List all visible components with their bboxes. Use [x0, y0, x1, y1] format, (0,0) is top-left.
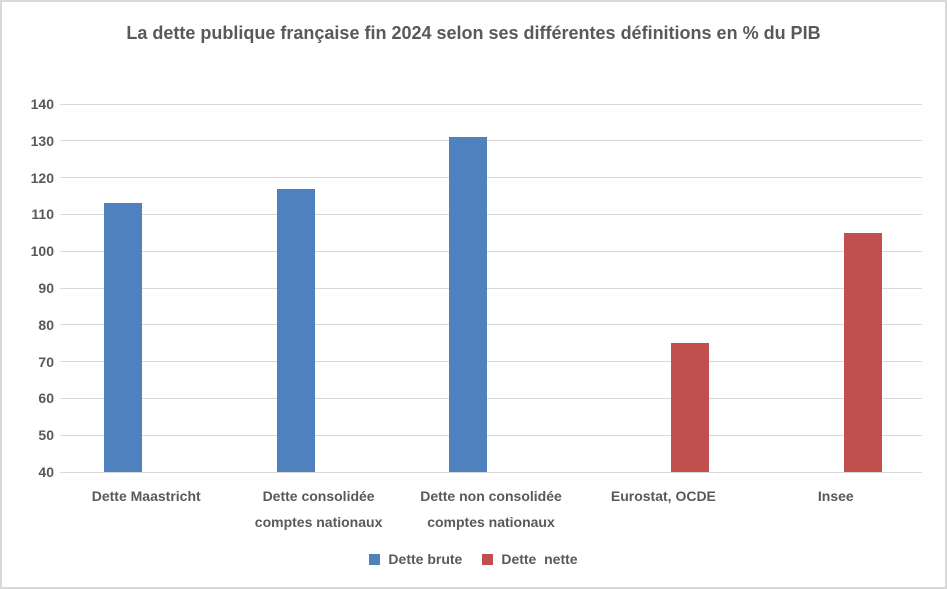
- x-axis-label-1: Dette consolidée comptes nationaux: [254, 488, 383, 530]
- x-axis-label-2: Dette non consolidée comptes nationaux: [420, 488, 562, 530]
- gridline-40: [60, 471, 922, 473]
- y-tick-label-120: 120: [30, 169, 54, 186]
- gridline-70: [60, 361, 922, 363]
- y-tick-label-90: 90: [38, 280, 54, 296]
- gridline-100: [60, 250, 922, 252]
- gridline-130: [60, 140, 922, 142]
- gridline-80: [60, 324, 922, 326]
- legend-entry-0: Dette brute: [369, 551, 462, 567]
- y-tick-label-140: 140: [30, 96, 54, 112]
- legend-label: Dette nette: [501, 551, 578, 567]
- bar-dette-brute-2: [449, 137, 487, 472]
- gridline-50: [60, 434, 922, 436]
- gridline-110: [60, 213, 922, 215]
- y-tick-label-80: 80: [38, 316, 54, 333]
- chart-title: La dette publique française fin 2024 sel…: [126, 23, 821, 43]
- y-tick-label-110: 110: [31, 206, 54, 223]
- y-tick-label-130: 130: [30, 132, 54, 149]
- y-tick-label-60: 60: [38, 390, 54, 407]
- x-axis-label-0: Dette Maastricht: [91, 488, 201, 504]
- gridline-90: [60, 287, 922, 289]
- legend-swatch-icon: [369, 553, 381, 565]
- bar-dette-brute-1: [276, 188, 315, 472]
- y-tick-label-70: 70: [38, 353, 54, 370]
- gridline-60: [60, 397, 922, 399]
- x-axis: Dette Maastricht Dette consolidée comptes…: [60, 483, 922, 539]
- y-tick-label-40: 40: [38, 464, 54, 480]
- y-tick-label-100: 100: [30, 243, 54, 260]
- plot-area: [60, 103, 922, 473]
- y-tick-label-50: 50: [38, 427, 54, 444]
- x-axis-label-3: Eurostat, OCDE: [610, 488, 716, 504]
- bar-dette-brute-0: [104, 203, 143, 472]
- bar-dette-nette-4: [843, 232, 882, 472]
- legend: Dette brute Dette nette: [2, 551, 945, 567]
- gridline-140: [60, 103, 922, 105]
- legend-entry-1: Dette nette: [482, 551, 578, 567]
- gridline-120: [60, 177, 922, 179]
- legend-label: Dette brute: [388, 551, 463, 567]
- x-axis-label-4: Insee: [817, 488, 854, 504]
- legend-swatch-icon: [482, 553, 494, 565]
- bar-dette-nette-3: [671, 343, 710, 472]
